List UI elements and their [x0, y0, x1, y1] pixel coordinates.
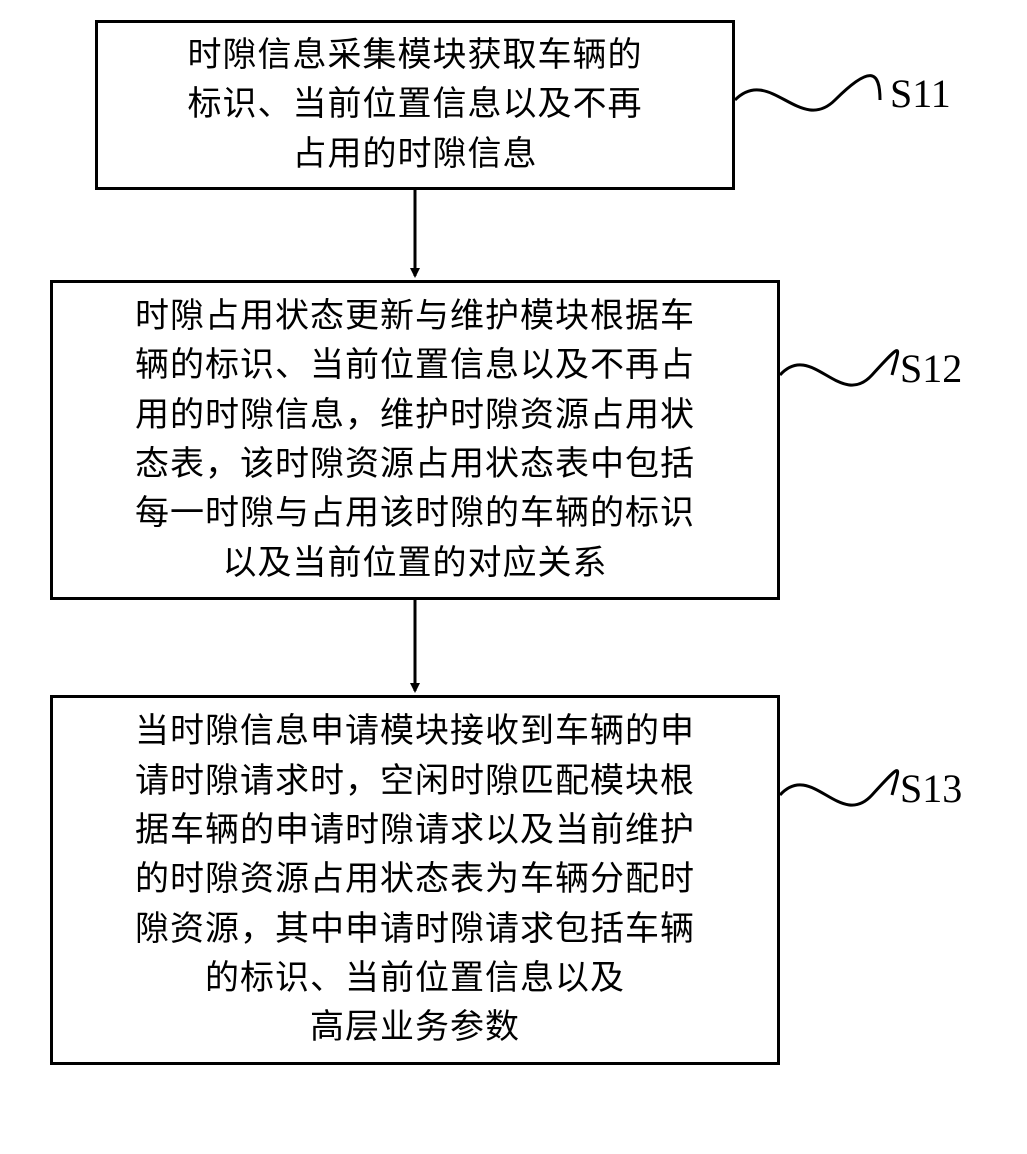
wavy-s12	[780, 351, 898, 386]
wavy-s13	[780, 771, 898, 806]
wavy-s11	[735, 76, 880, 111]
connectors-svg	[0, 0, 1027, 1154]
